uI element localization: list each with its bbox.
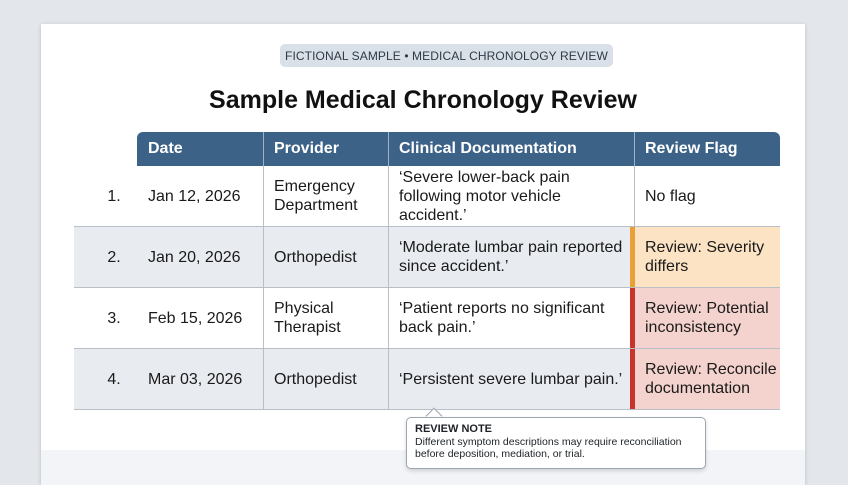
row-date: Feb 15, 2026 (148, 309, 243, 327)
review-note-text: Different symptom descriptions may requi… (415, 436, 682, 460)
row-provider: Physical Therapist (274, 300, 341, 336)
row-provider: Orthopedist (274, 370, 357, 388)
table-row[interactable]: 2. Jan 20, 2026 Orthopedist ‘Moderate lu… (74, 227, 780, 288)
row-review-flag: Review: Potential inconsistency (630, 288, 780, 348)
row-provider: Emergency Department (274, 178, 358, 214)
header-date: Date (148, 140, 183, 157)
row-date: Mar 03, 2026 (148, 370, 243, 388)
row-review-flag: Review: Reconcile documentation (630, 349, 780, 409)
sample-banner: FICTIONAL SAMPLE • MEDICAL CHRONOLOGY RE… (280, 44, 613, 67)
document-page: FICTIONAL SAMPLE • MEDICAL CHRONOLOGY RE… (41, 24, 805, 485)
row-documentation: ‘Persistent severe lumbar pain.’ (399, 370, 623, 388)
header-provider: Provider (274, 140, 339, 157)
row-review-flag: No flag (645, 187, 696, 205)
row-number: 2. (107, 248, 121, 266)
row-documentation: ‘Severe lower-back pain following motor … (399, 168, 570, 224)
review-note-title: REVIEW NOTE (415, 423, 493, 435)
review-note-callout: REVIEW NOTE Different symptom descriptio… (406, 417, 706, 469)
table-row[interactable]: 1. Jan 12, 2026 Emergency Department ‘Se… (74, 166, 780, 227)
table-row[interactable]: 3. Feb 15, 2026 Physical Therapist ‘Pati… (74, 288, 780, 349)
row-documentation: ‘Moderate lumbar pain reported since acc… (399, 239, 623, 275)
row-date: Jan 20, 2026 (148, 248, 241, 266)
page-title: Sample Medical Chronology Review (209, 86, 637, 114)
header-documentation: Clinical Documentation (399, 140, 577, 157)
row-number: 3. (107, 309, 121, 327)
row-number: 4. (107, 370, 121, 388)
row-review-flag: Review: Severity differs (630, 227, 780, 287)
row-date: Jan 12, 2026 (148, 187, 241, 205)
row-number: 1. (107, 187, 121, 205)
header-review-flag: Review Flag (645, 140, 738, 157)
row-provider: Orthopedist (274, 248, 357, 266)
table-header: Date Provider Clinical Documentation Rev… (137, 132, 780, 166)
row-documentation: ‘Patient reports no significant back pai… (399, 300, 605, 336)
table-row[interactable]: 4. Mar 03, 2026 Orthopedist ‘Persistent … (74, 349, 780, 410)
